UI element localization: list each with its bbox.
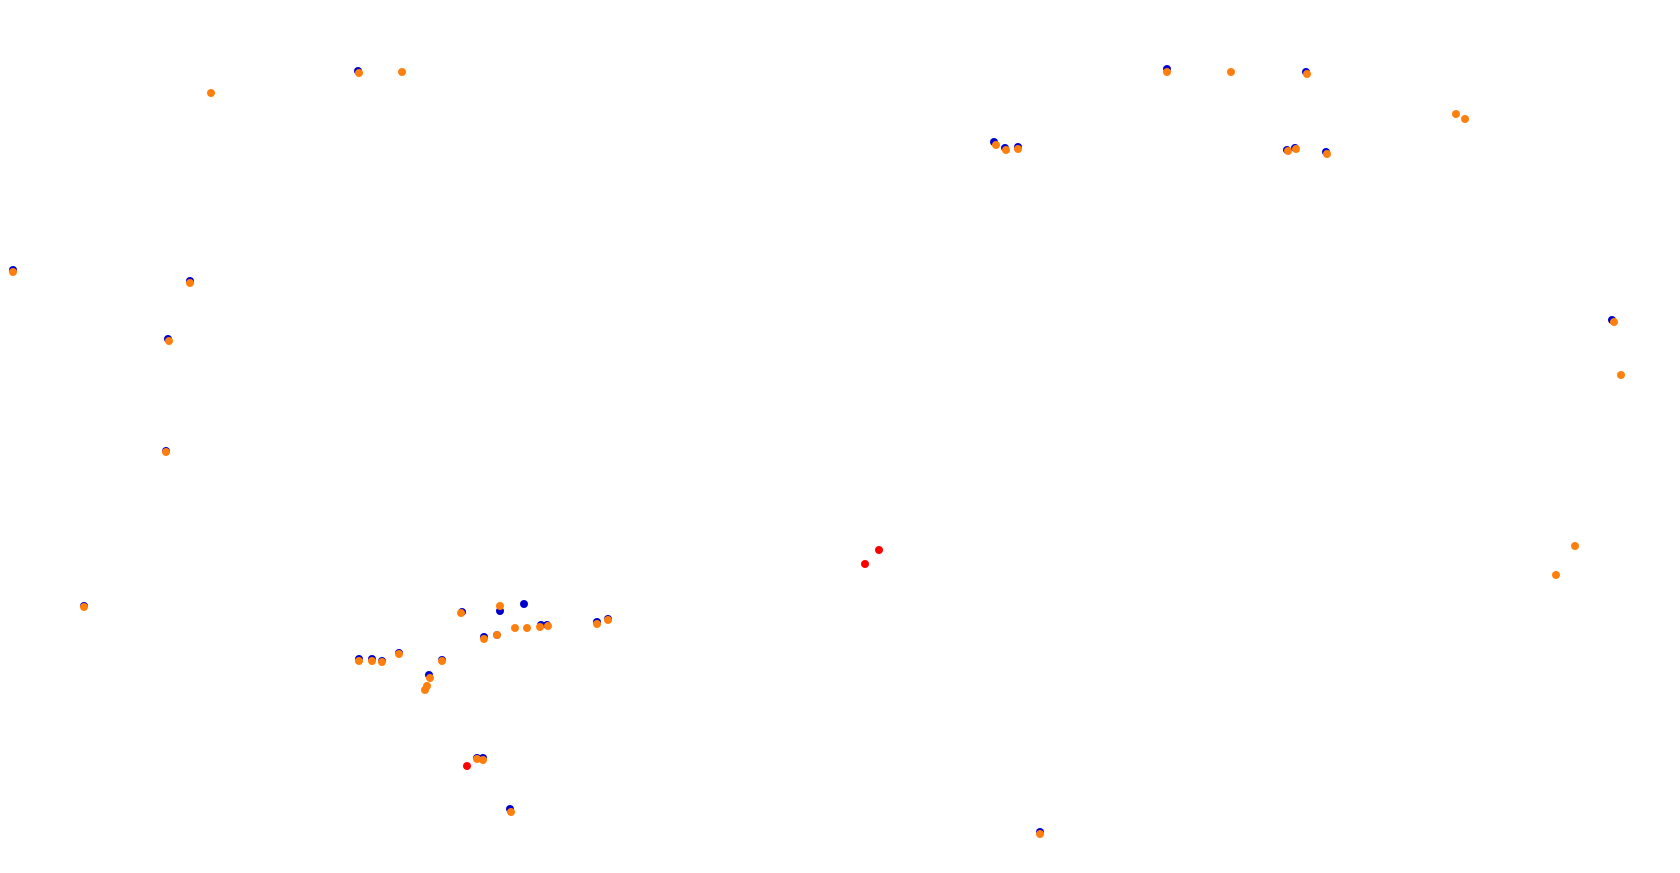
data-point-series2-43 <box>1617 371 1625 379</box>
data-point-series2-30 <box>992 141 1000 149</box>
data-point-series1-0 <box>463 762 471 770</box>
data-point-series2-6 <box>368 657 376 665</box>
data-point-series2-37 <box>1323 150 1331 158</box>
data-point-series2-4 <box>80 603 88 611</box>
data-point-series2-38 <box>1303 70 1311 78</box>
data-point-series2-13 <box>480 635 488 643</box>
data-point-series2-22 <box>604 616 612 624</box>
data-point-series2-5 <box>355 657 363 665</box>
data-point-series2-21 <box>593 620 601 628</box>
data-point-series2-1 <box>1036 830 1044 838</box>
data-point-series2-16 <box>496 602 504 610</box>
series-2 <box>9 68 1625 838</box>
data-point-series2-26 <box>9 268 17 276</box>
data-point-series1-2 <box>875 546 883 554</box>
data-point-series2-3 <box>479 756 487 764</box>
data-point-series2-40 <box>1461 115 1469 123</box>
data-point-series2-44 <box>1610 318 1618 326</box>
data-point-series2-15 <box>457 609 465 617</box>
data-point-series2-25 <box>186 279 194 287</box>
data-point-series2-19 <box>536 623 544 631</box>
series-0 <box>9 65 1616 836</box>
data-point-series2-33 <box>1163 68 1171 76</box>
data-point-series2-29 <box>398 68 406 76</box>
data-point-series2-41 <box>1552 571 1560 579</box>
data-point-series2-2 <box>473 755 481 763</box>
data-point-series2-31 <box>1002 146 1010 154</box>
data-point-series2-17 <box>511 624 519 632</box>
data-point-series2-8 <box>395 650 403 658</box>
series-1 <box>463 546 883 770</box>
data-point-series1-1 <box>861 560 869 568</box>
data-point-series0-15 <box>520 600 528 608</box>
data-point-series2-32 <box>1014 145 1022 153</box>
data-point-series2-14 <box>493 631 501 639</box>
data-point-series2-18 <box>523 624 531 632</box>
data-point-series2-20 <box>544 622 552 630</box>
data-point-series2-36 <box>1292 145 1300 153</box>
data-point-series2-42 <box>1571 542 1579 550</box>
data-point-series2-24 <box>165 337 173 345</box>
data-point-series2-12 <box>438 657 446 665</box>
data-point-series2-7 <box>378 658 386 666</box>
data-point-series2-39 <box>1452 110 1460 118</box>
data-point-series2-11 <box>426 674 434 682</box>
data-point-series2-27 <box>207 89 215 97</box>
data-point-series2-0 <box>507 808 515 816</box>
data-point-series2-35 <box>1284 147 1292 155</box>
series-layer <box>9 65 1625 838</box>
data-point-series2-10 <box>423 682 431 690</box>
data-point-series2-23 <box>162 448 170 456</box>
data-point-series2-34 <box>1227 68 1235 76</box>
data-point-series2-28 <box>355 69 363 77</box>
